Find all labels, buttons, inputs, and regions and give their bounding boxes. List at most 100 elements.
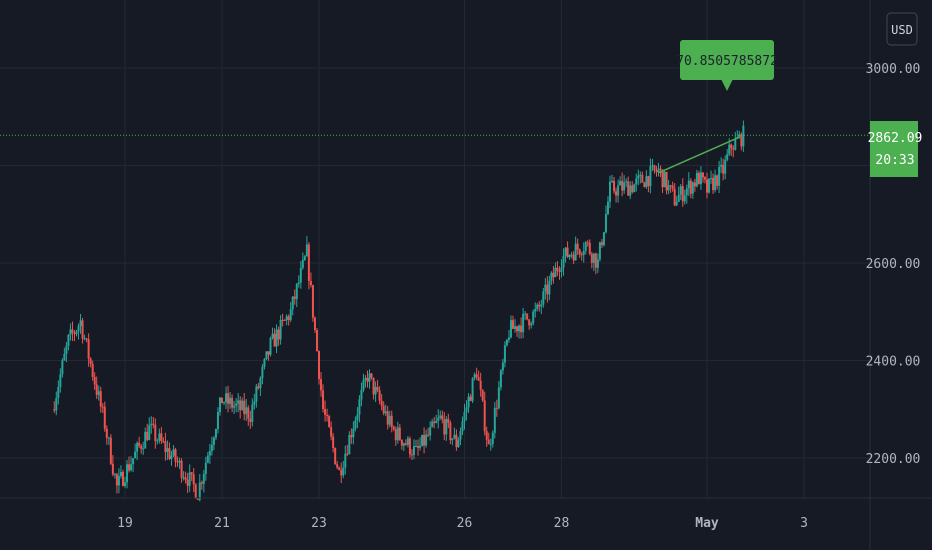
candle-body	[712, 177, 715, 191]
candle	[334, 447, 337, 465]
candle	[465, 400, 468, 421]
candle	[95, 376, 98, 399]
candle	[200, 480, 203, 490]
candle	[404, 439, 407, 446]
candle-body	[221, 397, 223, 404]
candle-body	[540, 304, 543, 307]
candle	[229, 392, 232, 409]
candle	[665, 171, 668, 195]
candle	[239, 396, 242, 419]
candle	[299, 261, 302, 289]
candle	[453, 427, 456, 440]
candle-body	[469, 396, 472, 401]
candle	[712, 173, 715, 195]
candle	[243, 392, 246, 421]
candle-body	[611, 180, 614, 182]
candle	[164, 432, 167, 461]
trend-line[interactable]	[658, 136, 740, 174]
candle-body	[493, 407, 496, 433]
candle	[477, 370, 480, 381]
candle-body	[643, 182, 646, 188]
candle-body	[225, 393, 228, 403]
candle-body	[695, 172, 698, 187]
candle	[637, 169, 640, 186]
candle	[237, 392, 240, 413]
candle-body	[89, 358, 92, 364]
candle-body	[146, 431, 149, 441]
candle-body	[103, 406, 106, 429]
candle-body	[200, 482, 203, 484]
candle	[152, 417, 155, 429]
price-tick-label: 2200.00	[866, 452, 921, 467]
candle	[546, 276, 549, 303]
candle-body	[97, 391, 100, 395]
time-axis[interactable]: 19 21 23 26 28 May 3	[117, 516, 808, 531]
candle-body	[150, 423, 153, 426]
candle	[305, 236, 308, 257]
candle-body	[602, 232, 605, 246]
candle	[592, 253, 595, 272]
candle-body	[437, 417, 440, 421]
candle-body	[532, 311, 535, 324]
last-price-label-box	[870, 121, 918, 177]
candle	[421, 434, 424, 447]
candle	[182, 471, 185, 481]
candle-body	[247, 407, 250, 419]
candle-body	[273, 333, 276, 347]
candle	[265, 351, 268, 361]
candle	[277, 326, 280, 346]
candle-body	[400, 439, 403, 446]
candle-body	[714, 175, 717, 191]
candle	[602, 231, 605, 247]
candle	[130, 456, 133, 472]
candle-body	[562, 255, 565, 268]
candle	[461, 416, 464, 436]
candle	[673, 183, 676, 207]
candle	[617, 179, 620, 203]
currency-button[interactable]: USD	[886, 12, 918, 46]
candle	[556, 261, 559, 276]
candle-body	[516, 326, 519, 332]
candle	[503, 341, 506, 368]
candle-body	[130, 464, 133, 471]
price-tick-label: 2400.00	[866, 355, 921, 370]
candle	[594, 252, 597, 275]
time-tick-label: 3	[800, 516, 808, 531]
candle-body	[206, 455, 209, 463]
candle-body	[334, 447, 337, 465]
candle	[178, 457, 181, 470]
candle-body	[218, 397, 221, 413]
candle	[588, 239, 591, 256]
candle-body	[368, 373, 371, 382]
candle-body	[309, 280, 312, 286]
candle-body	[586, 242, 589, 244]
candle-body	[101, 406, 104, 408]
candle	[119, 465, 122, 479]
candle	[328, 414, 331, 428]
candle	[493, 401, 496, 439]
price-axis[interactable]: 3000.00 2600.00 2400.00 2200.00	[866, 62, 921, 467]
candle	[518, 324, 521, 339]
candle	[635, 173, 638, 192]
candle-body	[718, 166, 721, 186]
candle	[307, 242, 310, 290]
candle	[198, 474, 201, 502]
candle-body	[730, 144, 733, 149]
candle	[358, 395, 361, 423]
candle-body	[212, 437, 215, 445]
candle	[697, 170, 700, 185]
candle-body	[263, 358, 266, 367]
candle	[223, 401, 226, 406]
candle-body	[689, 180, 692, 194]
candle-body	[671, 185, 674, 189]
candle-body	[667, 185, 670, 191]
candle	[495, 399, 498, 417]
candle	[83, 334, 86, 341]
candle-body	[477, 377, 480, 381]
candle	[623, 175, 626, 195]
candle	[313, 316, 316, 333]
candle	[192, 468, 195, 493]
annotation-callout[interactable]: 70.8505785872	[676, 40, 778, 91]
candle	[202, 469, 205, 493]
candle-body	[596, 259, 599, 268]
